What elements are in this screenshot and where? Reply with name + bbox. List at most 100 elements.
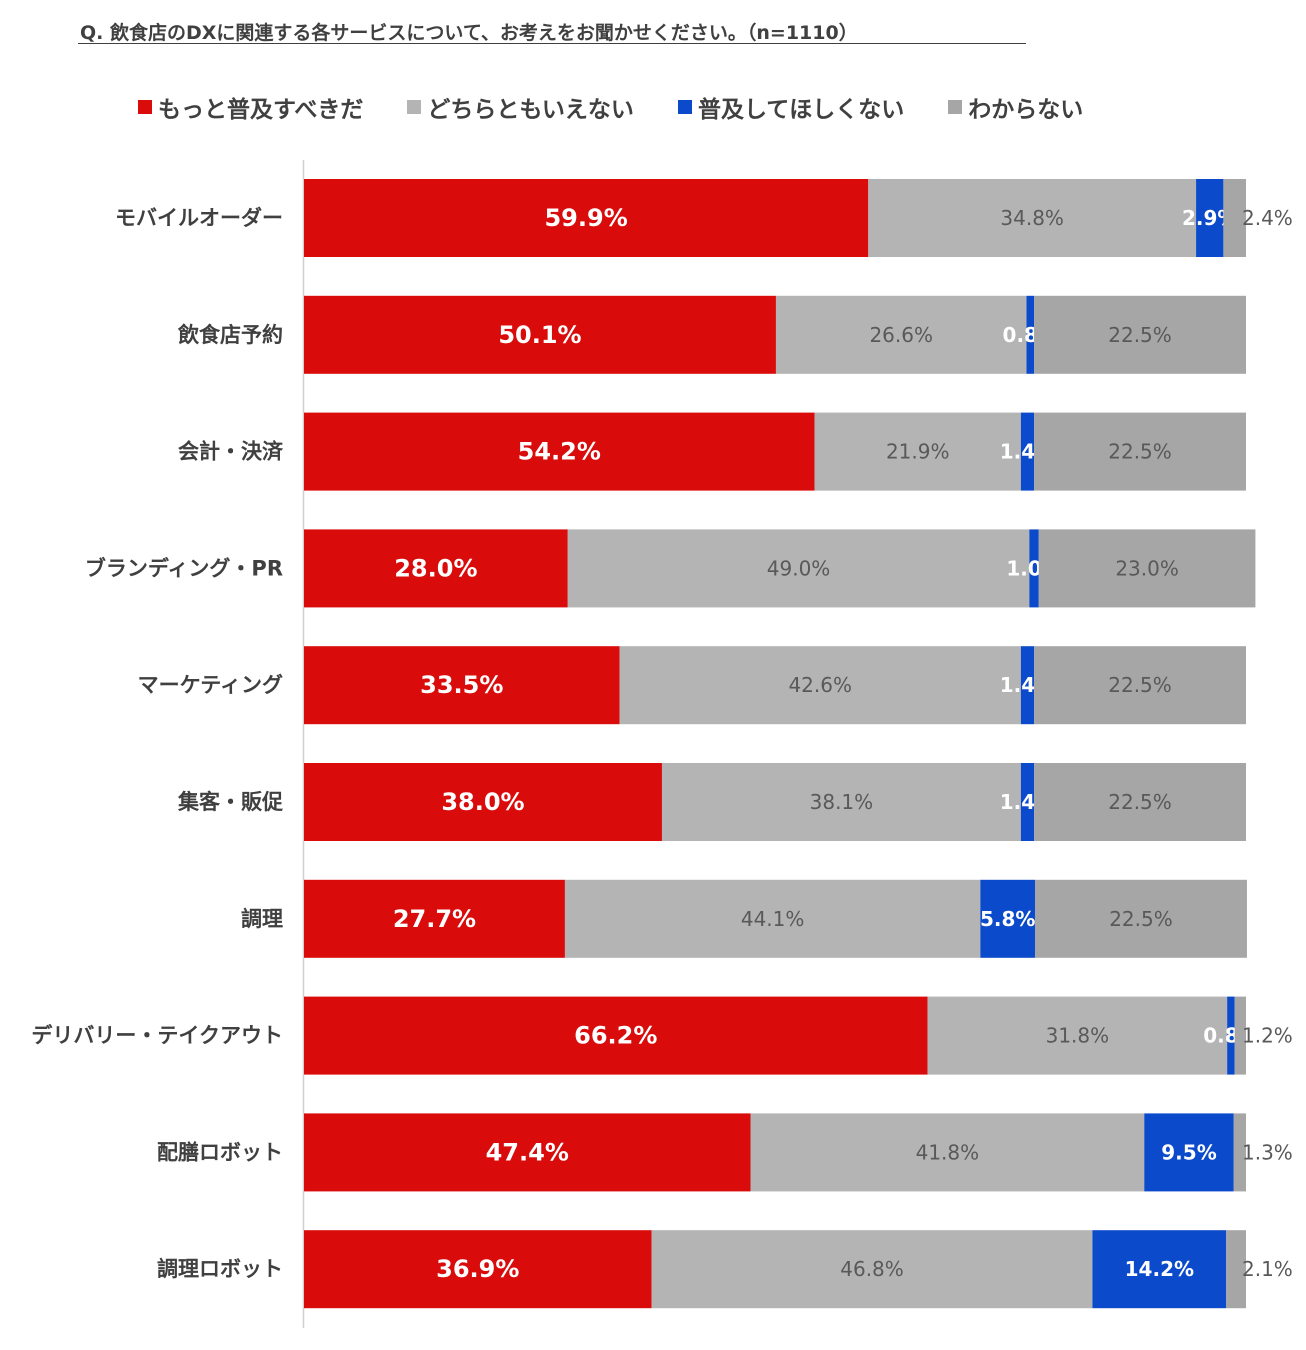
bar-segment-neutral (567, 529, 1030, 608)
legend-item-against: 普及してほしくない (677, 90, 905, 124)
bar-segment-unknown (1034, 763, 1246, 841)
bar-segment-unknown (1226, 1230, 1246, 1309)
data-label-unknown: 22.5% (1108, 323, 1172, 347)
data-label-neutral: 41.8% (916, 1140, 980, 1164)
data-label-unknown: 2.1% (1242, 1257, 1293, 1281)
category-label: マーケティング (138, 673, 283, 697)
category-label: 集客・販促 (177, 790, 284, 814)
legend-label-against: 普及してほしくない (697, 97, 905, 123)
bar-segment-more (304, 295, 776, 374)
bar-segment-unknown (1038, 529, 1256, 608)
legend-swatch-more (138, 100, 152, 114)
category-label: 会計・決済 (178, 440, 284, 464)
data-label-unknown: 2.4% (1242, 206, 1293, 230)
legend-item-unknown: わからない (948, 90, 1083, 124)
bar-segment-against (1020, 646, 1035, 725)
bar-segment-neutral (775, 295, 1027, 374)
bar-segment-unknown (1234, 996, 1246, 1075)
data-label-more: 47.4% (486, 1138, 569, 1166)
category-label: デリバリー・テイクアウト (31, 1024, 283, 1048)
bar-segment-against (1026, 295, 1035, 374)
bar-segment-more (304, 1230, 652, 1309)
data-label-more: 38.0% (441, 788, 524, 816)
data-label-unknown: 23.0% (1115, 556, 1179, 580)
data-label-neutral: 42.6% (788, 673, 852, 697)
category-label: 飲食店予約 (177, 323, 283, 347)
data-label-more: 28.0% (394, 554, 477, 582)
legend-swatch-unknown (948, 100, 963, 114)
bar-segment-unknown (1034, 295, 1246, 374)
legend-label-neutral: どちらともいえない (427, 97, 634, 123)
data-label-unknown: 1.3% (1242, 1140, 1293, 1164)
bar-segment-neutral (651, 1230, 1093, 1309)
bar-segment-unknown (1233, 1113, 1246, 1192)
data-label-more: 66.2% (574, 1022, 657, 1050)
bar-segment-neutral (814, 412, 1021, 491)
bar-segment-against (1020, 412, 1035, 491)
bar-segment-more (304, 1113, 751, 1192)
bar-segment-neutral (619, 646, 1021, 725)
data-label-more: 33.5% (420, 671, 503, 699)
data-label-neutral: 46.8% (840, 1257, 904, 1281)
bar-segment-neutral (750, 1113, 1145, 1192)
bar-segment-neutral (661, 763, 1021, 841)
legend-item-more: もっと普及すべきだ (138, 90, 363, 124)
data-label-more: 54.2% (518, 438, 601, 466)
data-label-neutral: 38.1% (810, 790, 874, 814)
bar-segment-neutral (927, 996, 1228, 1075)
bar-segment-against (1196, 179, 1224, 257)
bar-segment-more (304, 412, 815, 491)
data-label-unknown: 22.5% (1108, 673, 1172, 697)
bar-segment-against (980, 879, 1035, 958)
bar-segment-more (304, 529, 568, 608)
title-underline (78, 43, 1026, 44)
legend: もっと普及すべきだ どちらともいえない 普及してほしくない わからない (138, 90, 1127, 124)
data-label-neutral: 34.8% (1000, 206, 1064, 230)
legend-label-more: もっと普及すべきだ (158, 97, 364, 123)
data-label-more: 59.9% (544, 204, 627, 232)
bar-segment-against (1092, 1230, 1227, 1309)
legend-label-unknown: わからない (968, 97, 1084, 123)
bar-segment-unknown (1034, 646, 1246, 725)
category-label: ブランディング・PR (85, 556, 283, 580)
data-label-unknown: 22.5% (1109, 907, 1173, 931)
data-label-against: 14.2% (1125, 1257, 1194, 1281)
data-label-unknown: 22.5% (1108, 790, 1172, 814)
data-label-neutral: 26.6% (869, 323, 933, 347)
bar-segment-unknown (1034, 879, 1247, 958)
bar-segment-neutral (868, 179, 1197, 257)
category-label: 調理 (241, 907, 283, 931)
bar-segment-unknown (1223, 179, 1246, 257)
bar-segment-more (304, 179, 869, 257)
data-label-neutral: 31.8% (1046, 1024, 1110, 1048)
data-label-more: 36.9% (436, 1255, 519, 1283)
bar-segment-more (304, 763, 662, 841)
data-label-neutral: 49.0% (767, 556, 831, 580)
category-label: モバイルオーダー (115, 206, 283, 230)
data-label-against: 5.8% (980, 907, 1035, 931)
legend-swatch-against (677, 100, 692, 114)
chart-title: Q. 飲食店のDXに関連する各サービスについて、お考えをお聞かせください。（n=… (80, 22, 858, 44)
bar-segment-unknown (1034, 412, 1246, 491)
bar-segment-more (304, 646, 620, 725)
legend-item-neutral: どちらともいえない (407, 90, 634, 124)
legend-swatch-neutral (407, 100, 422, 114)
data-label-more: 50.1% (498, 321, 581, 349)
data-label-more: 27.7% (393, 905, 476, 933)
bar-segment-more (304, 879, 565, 958)
bar-segment-against (1144, 1113, 1234, 1192)
bar-segment-neutral (564, 879, 981, 958)
bar-segment-against (1227, 996, 1235, 1075)
bar-segment-against (1029, 529, 1039, 608)
category-label: 配膳ロボット (157, 1140, 283, 1164)
data-label-neutral: 44.1% (741, 907, 805, 931)
data-label-against: 9.5% (1161, 1140, 1216, 1164)
category-label: 調理ロボット (157, 1257, 283, 1281)
data-label-unknown: 1.2% (1242, 1024, 1293, 1048)
data-label-neutral: 21.9% (886, 440, 950, 464)
bar-segment-more (304, 996, 928, 1075)
data-label-against: 0.8% (1203, 1024, 1258, 1048)
bar-segment-against (1020, 763, 1035, 841)
data-label-unknown: 22.5% (1108, 440, 1172, 464)
